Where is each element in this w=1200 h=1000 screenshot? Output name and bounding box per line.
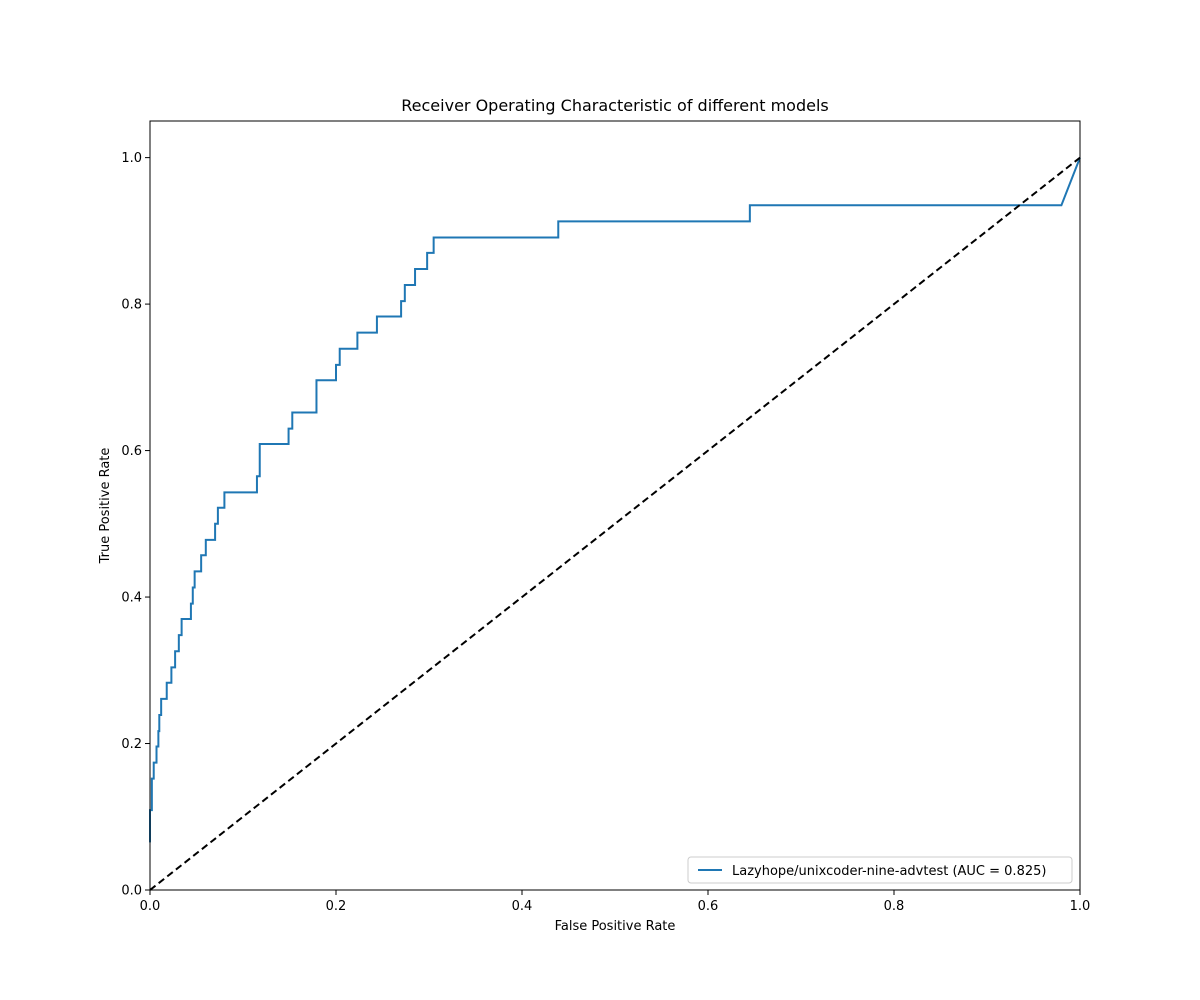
x-tick-label: 0.6 (698, 899, 719, 914)
y-axis: 0.0 0.2 0.4 0.6 0.8 1.0 (121, 151, 150, 899)
x-axis-label: False Positive Rate (555, 919, 676, 934)
roc-curve-line (149, 157, 1081, 843)
y-tick-label: 0.6 (121, 444, 142, 459)
x-tick-label: 0.8 (884, 899, 905, 914)
y-axis-label: True Positive Rate (98, 448, 113, 565)
y-tick-label: 0.2 (121, 737, 142, 752)
x-tick-label: 0.2 (326, 899, 347, 914)
plot-area (149, 156, 1081, 891)
y-tick-label: 0.0 (121, 884, 142, 899)
legend-entry-label: Lazyhope/unixcoder-nine-advtest (AUC = 0… (732, 864, 1046, 879)
x-tick-label: 1.0 (1070, 899, 1091, 914)
x-axis: 0.0 0.2 0.4 0.6 0.8 1.0 (140, 890, 1091, 914)
y-tick-label: 1.0 (121, 151, 142, 166)
y-tick-label: 0.4 (121, 591, 142, 606)
legend-box (687, 856, 1073, 884)
chart-title: Receiver Operating Characteristic of dif… (401, 96, 828, 115)
legend: Lazyhope/unixcoder-nine-advtest (AUC = 0… (687, 856, 1073, 884)
x-tick-label: 0.0 (140, 899, 161, 914)
x-tick-label: 0.4 (512, 899, 533, 914)
axes-frame (149, 120, 1081, 891)
y-tick-label: 0.8 (121, 298, 142, 313)
